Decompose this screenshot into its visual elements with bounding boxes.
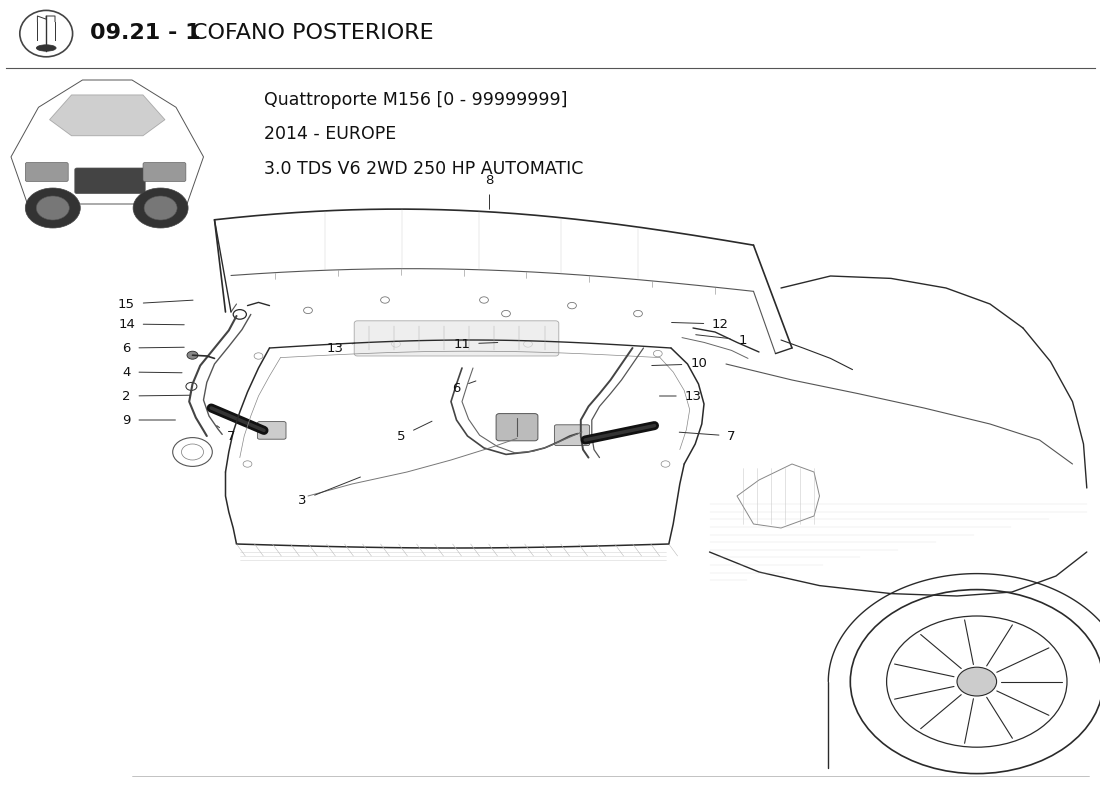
- Circle shape: [25, 188, 80, 228]
- Text: 15: 15: [118, 298, 192, 310]
- Circle shape: [133, 188, 188, 228]
- Text: 4: 4: [122, 366, 182, 378]
- Circle shape: [187, 351, 198, 359]
- Ellipse shape: [36, 45, 56, 51]
- Text: COFANO POSTERIORE: COFANO POSTERIORE: [192, 23, 434, 43]
- Text: 10: 10: [652, 358, 707, 370]
- FancyBboxPatch shape: [75, 168, 145, 194]
- Text: 2014 - EUROPE: 2014 - EUROPE: [264, 126, 396, 143]
- Polygon shape: [50, 95, 165, 136]
- Text: Quattroporte M156 [0 - 99999999]: Quattroporte M156 [0 - 99999999]: [264, 91, 568, 109]
- Text: 13: 13: [327, 342, 355, 354]
- Text: 8: 8: [485, 174, 494, 210]
- Circle shape: [36, 196, 69, 220]
- FancyBboxPatch shape: [354, 321, 559, 356]
- Text: 6: 6: [122, 342, 184, 354]
- Text: 2: 2: [122, 390, 189, 402]
- Text: 6: 6: [452, 381, 476, 394]
- Text: 7: 7: [217, 426, 235, 442]
- FancyBboxPatch shape: [257, 422, 286, 439]
- Circle shape: [957, 667, 997, 696]
- FancyBboxPatch shape: [554, 425, 590, 446]
- Text: 13: 13: [660, 390, 702, 402]
- FancyBboxPatch shape: [496, 414, 538, 441]
- FancyBboxPatch shape: [25, 162, 68, 182]
- Text: 3: 3: [298, 477, 361, 506]
- Text: 5: 5: [397, 422, 432, 442]
- Text: 11: 11: [453, 338, 497, 350]
- Text: 7: 7: [680, 430, 736, 442]
- Text: 3.0 TDS V6 2WD 250 HP AUTOMATIC: 3.0 TDS V6 2WD 250 HP AUTOMATIC: [264, 160, 583, 178]
- Text: 1: 1: [696, 334, 747, 346]
- Text: 09.21 - 1: 09.21 - 1: [90, 23, 201, 43]
- FancyBboxPatch shape: [143, 162, 186, 182]
- Circle shape: [144, 196, 177, 220]
- Text: 9: 9: [122, 414, 175, 426]
- Text: 14: 14: [118, 318, 184, 330]
- Text: 12: 12: [672, 318, 729, 330]
